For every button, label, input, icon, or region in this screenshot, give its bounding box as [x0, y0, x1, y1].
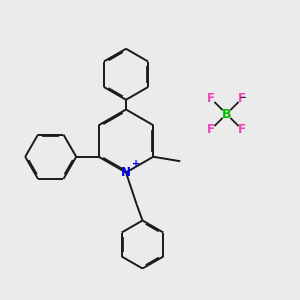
Text: F: F: [238, 92, 246, 105]
Text: B: B: [222, 107, 231, 121]
Text: F: F: [207, 123, 215, 136]
Text: −: −: [239, 92, 247, 103]
Text: N: N: [121, 166, 131, 179]
Text: F: F: [207, 92, 215, 105]
Text: +: +: [131, 159, 140, 169]
Text: F: F: [238, 123, 246, 136]
